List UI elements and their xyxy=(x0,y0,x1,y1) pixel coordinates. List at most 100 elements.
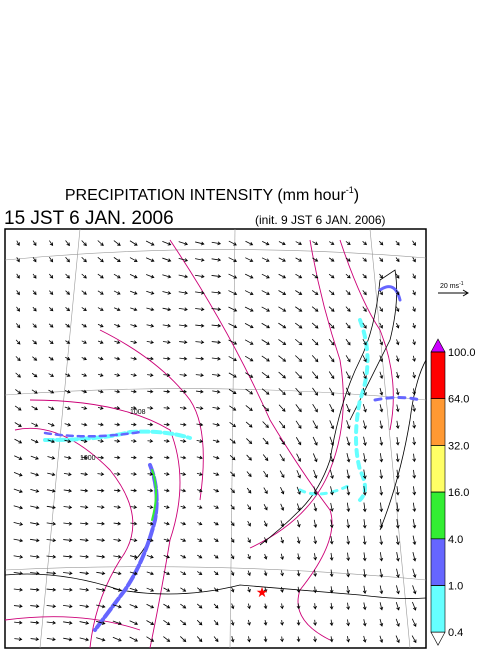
wind-vector xyxy=(313,536,318,545)
wind-vector xyxy=(46,571,57,576)
wind-vector xyxy=(195,373,204,378)
wind-vector xyxy=(362,322,367,329)
wind-vector xyxy=(65,373,71,377)
wind-vector xyxy=(230,570,235,576)
wind-vector xyxy=(247,619,251,626)
wind-vector xyxy=(31,389,38,394)
wind-vector xyxy=(114,439,121,443)
wind-vector xyxy=(228,240,237,246)
wind-vector xyxy=(295,437,302,446)
wind-vector xyxy=(15,356,21,362)
wind-vector xyxy=(228,257,238,263)
wind-vector xyxy=(345,257,351,262)
wind-vector xyxy=(15,323,21,329)
wind-vector xyxy=(412,273,416,279)
wind-vector xyxy=(178,323,188,328)
wind-vector xyxy=(213,455,220,460)
coastline xyxy=(4,573,427,599)
wind-vector xyxy=(79,571,90,576)
wind-vector xyxy=(412,355,416,362)
wind-vector xyxy=(295,404,302,413)
wind-vector xyxy=(113,571,122,576)
wind-vector xyxy=(197,505,203,509)
wind-vector xyxy=(379,290,383,296)
wind-vector xyxy=(13,488,23,493)
wind-vector xyxy=(96,588,106,592)
wind-vector xyxy=(280,586,284,593)
wind-vector xyxy=(130,406,137,410)
wind-vector xyxy=(80,505,89,510)
wind-vector xyxy=(97,323,104,328)
wind-vector xyxy=(16,306,20,312)
wind-vector xyxy=(146,340,155,345)
wind-vector xyxy=(262,421,269,429)
wind-vector xyxy=(178,274,189,279)
wind-vector xyxy=(247,504,251,511)
wind-vector xyxy=(113,521,122,526)
wind-vector xyxy=(263,504,268,511)
isobar-label: 1008 xyxy=(130,409,146,416)
wind-vector xyxy=(295,290,303,295)
wind-vector xyxy=(162,307,172,312)
wind-vector xyxy=(163,439,170,443)
wind-vector xyxy=(180,439,187,443)
wind-vector xyxy=(229,455,236,461)
wind-vector xyxy=(46,521,57,526)
isobar xyxy=(339,239,394,431)
wind-vector xyxy=(296,470,301,479)
wind-vector xyxy=(362,273,367,279)
wind-vector xyxy=(180,554,187,559)
wind-vector xyxy=(79,637,90,642)
wind-vector xyxy=(230,537,235,543)
wind-vector xyxy=(13,604,23,609)
wind-vector xyxy=(395,437,400,446)
wind-vector xyxy=(47,472,56,477)
wind-vector xyxy=(65,356,71,361)
wind-vector xyxy=(114,389,121,394)
wind-vector xyxy=(146,274,155,279)
wind-vector xyxy=(130,340,138,344)
wind-vector xyxy=(312,453,318,463)
colorbar-label: 1.0 xyxy=(448,581,463,593)
wind-vector xyxy=(261,355,270,362)
colorbar-label: 100.0 xyxy=(448,347,476,359)
wind-vector xyxy=(312,257,319,262)
wind-vector xyxy=(211,307,222,312)
wind-vector xyxy=(146,307,155,312)
wind-vector xyxy=(65,307,71,312)
wind-vector xyxy=(65,290,71,295)
wind-vector xyxy=(178,307,188,312)
wind-vector xyxy=(329,403,335,413)
wind-vector xyxy=(296,636,301,643)
wind-vector xyxy=(246,454,252,461)
wind-vector xyxy=(180,571,187,575)
wind-vector xyxy=(247,553,251,560)
wind-vector xyxy=(112,604,122,609)
wind-vector xyxy=(195,274,205,279)
wind-vector xyxy=(395,388,400,396)
map: 1008 1000 ★ xyxy=(4,228,427,649)
wind-vector xyxy=(379,339,383,346)
wind-vector xyxy=(230,521,235,527)
wind-vector xyxy=(30,455,39,460)
wind-vector xyxy=(230,488,235,494)
wind-vector xyxy=(48,356,54,361)
wind-vector xyxy=(211,274,222,279)
wind-vector xyxy=(278,257,286,262)
wind-vector xyxy=(80,521,89,526)
wind-vector xyxy=(247,636,251,643)
wind-vector xyxy=(261,306,270,312)
wind-vector xyxy=(32,323,37,328)
wind-vector xyxy=(64,455,72,460)
wind-vector xyxy=(244,339,254,345)
wind-vector xyxy=(30,604,40,609)
wind-vector xyxy=(196,636,203,643)
wind-vector xyxy=(178,291,189,295)
wind-vector xyxy=(81,290,87,295)
precip-band xyxy=(151,469,157,521)
init-time: (init. 9 JST 6 JAN. 2006) xyxy=(255,213,386,227)
wind-vector xyxy=(313,603,317,610)
wind-vector xyxy=(130,356,138,361)
wind-vector xyxy=(312,403,318,413)
